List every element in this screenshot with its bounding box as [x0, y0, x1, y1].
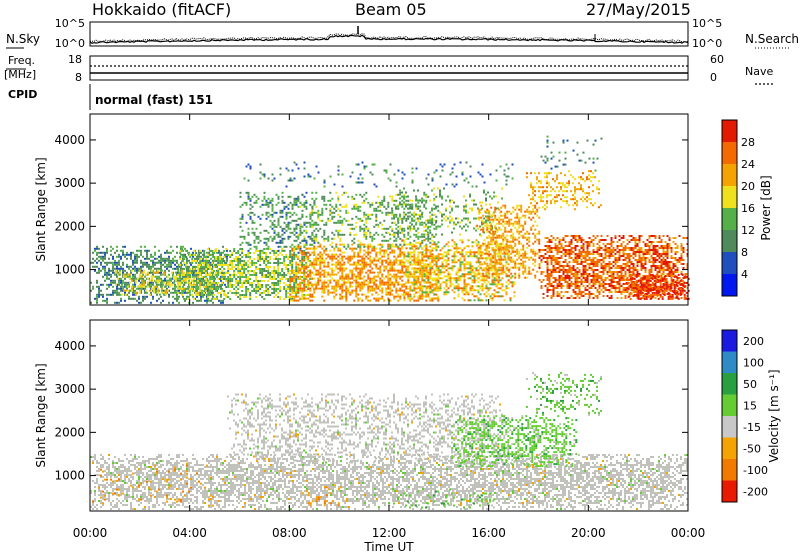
- power-colorbar-cell: [722, 252, 737, 275]
- velocity-colorbar-cell: [722, 394, 737, 417]
- velocity-colorbar-cell: [722, 480, 737, 503]
- date-title: 27/May/2015: [586, 0, 691, 19]
- velocity-colorbar-cell: [722, 351, 737, 374]
- power-colorbar-tick: 28: [741, 136, 755, 149]
- nsky-trace: [89, 34, 689, 44]
- velocity-colorbar-label: Velocity [m s⁻¹]: [767, 369, 781, 462]
- noise-tick-right-bottom: 10^0: [692, 37, 722, 50]
- cpid-label: CPID: [8, 88, 37, 101]
- power-data-cells: [90, 135, 690, 304]
- xtick-label: 00:00: [671, 526, 706, 540]
- nsky-label: N.Sky: [6, 32, 40, 46]
- power-colorbar-tick: 4: [741, 268, 748, 281]
- freq-unit-label: [MHz]: [4, 68, 36, 81]
- velocity-colorbar-cell: [722, 437, 737, 460]
- xtick-label: 20:00: [571, 526, 606, 540]
- power-colorbar-tick: 24: [741, 158, 755, 171]
- velocity-data-cells: [90, 371, 688, 510]
- power-colorbar-cell: [722, 274, 737, 297]
- power-ytick-label: 3000: [54, 176, 85, 190]
- velocity-ytick-label: 4000: [54, 339, 85, 353]
- xtick-label: 04:00: [172, 526, 207, 540]
- nave-label: Nave: [745, 65, 773, 78]
- power-colorbar-cell: [722, 208, 737, 231]
- power-colorbar-tick: 12: [741, 224, 755, 237]
- velocity-colorbar-tick: 200: [743, 335, 764, 348]
- power-colorbar-cell: [722, 120, 737, 143]
- power-colorbar-frame: [721, 119, 738, 297]
- nave-tick-bottom: 0: [710, 71, 717, 84]
- beam-title: Beam 05: [355, 0, 427, 19]
- velocity-colorbar-tick: 15: [743, 399, 757, 412]
- velocity-colorbar-cell: [722, 330, 737, 352]
- velocity-colorbar-cell: [722, 373, 737, 395]
- cpid-value: normal (fast) 151: [95, 93, 213, 107]
- noise-tick-left-top: 10^5: [55, 17, 85, 30]
- velocity-colorbar-tick: 100: [743, 356, 764, 369]
- power-colorbar-tick: 8: [741, 246, 748, 259]
- freq-label: Freq.: [8, 54, 35, 67]
- noise-tick-right-top: 10^5: [692, 17, 722, 30]
- velocity-ytick-label: 3000: [54, 382, 85, 396]
- power-colorbar-cell: [722, 164, 737, 187]
- velocity-colorbar-cell: [722, 416, 737, 438]
- nave-tick-top: 60: [710, 53, 724, 66]
- power-colorbar-tick: 16: [741, 202, 755, 215]
- x-axis-label: Time UT: [363, 540, 414, 554]
- noise-tick-left-bottom: 10^0: [55, 37, 85, 50]
- nsearch-label: N.Search: [745, 32, 799, 46]
- noise-panel-frame: [89, 21, 689, 47]
- velocity-colorbar-tick: -200: [743, 485, 768, 498]
- freq-tick-top: 18: [68, 53, 82, 66]
- xtick-label: 00:00: [73, 526, 108, 540]
- power-ytick-label: 2000: [54, 219, 85, 233]
- power-colorbar-label: Power [dB]: [759, 175, 773, 240]
- velocity-ytick-label: 1000: [54, 469, 85, 483]
- velocity-colorbar-tick: -15: [743, 421, 761, 434]
- power-ylabel: Slant Range [km]: [34, 157, 48, 261]
- station-title: Hokkaido (fitACF): [92, 0, 232, 19]
- velocity-ylabel: Slant Range [km]: [34, 363, 48, 467]
- xtick-label: 16:00: [471, 526, 506, 540]
- velocity-colorbar-tick: 50: [743, 378, 757, 391]
- power-colorbar-cell: [722, 142, 737, 165]
- power-ytick-label: 4000: [54, 133, 85, 147]
- power-colorbar-cell: [722, 230, 737, 253]
- power-colorbar-cell: [722, 186, 737, 209]
- freq-panel-frame: [89, 55, 689, 81]
- power-ytick-label: 1000: [54, 263, 85, 277]
- power-colorbar-tick: 20: [741, 180, 755, 193]
- xtick-label: 12:00: [372, 526, 407, 540]
- velocity-ytick-label: 2000: [54, 425, 85, 439]
- velocity-colorbar-cell: [722, 459, 737, 481]
- velocity-colorbar-frame: [721, 329, 738, 503]
- velocity-colorbar-tick: -50: [743, 442, 761, 455]
- velocity-colorbar-tick: -100: [743, 464, 768, 477]
- freq-tick-bottom: 8: [75, 71, 82, 84]
- xtick-label: 08:00: [272, 526, 307, 540]
